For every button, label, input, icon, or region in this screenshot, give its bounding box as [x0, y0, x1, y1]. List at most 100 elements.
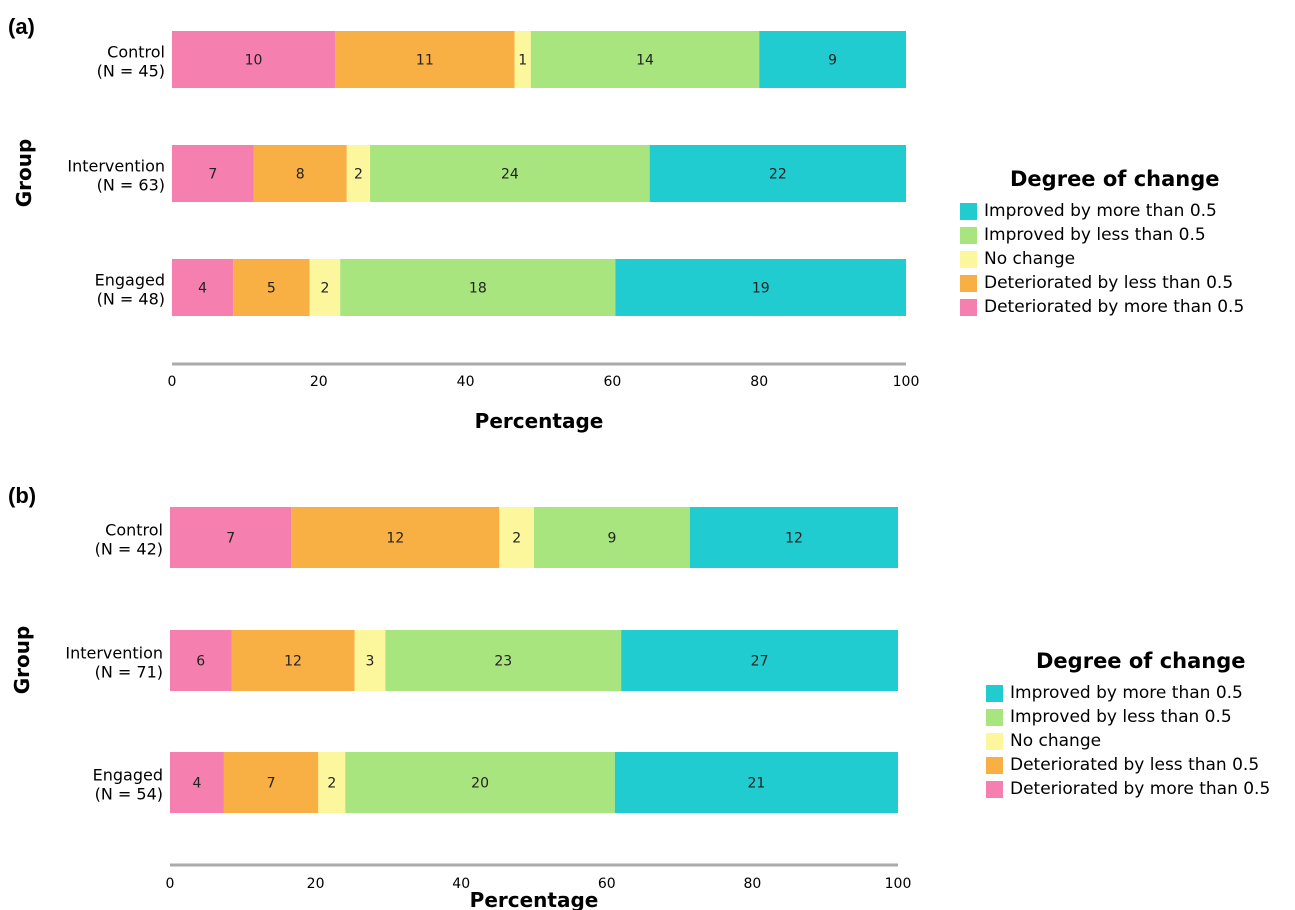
data-label: 9: [608, 531, 617, 547]
legend-label: Improved by less than 0.5: [1010, 707, 1232, 727]
x-tick-label: 40: [452, 876, 470, 892]
data-label: 9: [828, 53, 837, 69]
bar-segment: [231, 630, 355, 691]
data-label: 7: [208, 167, 217, 183]
legend-item: No change: [986, 729, 1270, 753]
legend-label: Deteriorated by less than 0.5: [984, 273, 1234, 293]
bar-segment: [172, 31, 336, 88]
bar-segment: [291, 507, 500, 568]
category-n-label: (N = 63): [97, 176, 165, 195]
legend-label: Improved by more than 0.5: [984, 201, 1217, 221]
legend-swatch: [986, 708, 1003, 726]
x-tick-label: 80: [750, 374, 768, 390]
legend-swatch: [960, 298, 977, 316]
legend-label: No change: [984, 249, 1076, 269]
bar-segment: [170, 630, 232, 691]
data-label: 19: [752, 281, 770, 297]
legend-label: Improved by more than 0.5: [1010, 683, 1243, 703]
data-label: 3: [365, 654, 374, 670]
data-label: 4: [198, 281, 207, 297]
legend-swatch: [986, 684, 1003, 702]
x-axis-title: Percentage: [475, 409, 604, 433]
legend-swatch: [960, 274, 977, 292]
legend-item: Improved by less than 0.5: [960, 223, 1244, 247]
data-label: 2: [354, 167, 363, 183]
legend-swatch: [986, 732, 1003, 750]
legend-item: No change: [960, 247, 1244, 271]
category-label: Engaged: [93, 766, 163, 785]
legend-items: Improved by more than 0.5 Improved by les…: [960, 199, 1244, 319]
data-label: 7: [226, 531, 235, 547]
bar-segment: [499, 507, 534, 568]
data-label: 5: [267, 281, 276, 297]
data-label: 7: [267, 776, 276, 792]
legend-swatch: [960, 250, 977, 268]
data-label: 21: [748, 776, 766, 792]
legend: Degree of change Improved by more than 0…: [960, 167, 1244, 319]
category-label: Intervention: [65, 644, 163, 663]
category-n-label: (N = 71): [95, 663, 163, 682]
x-tick-label: 40: [457, 374, 475, 390]
legend-swatch: [986, 780, 1003, 798]
legend-swatch: [986, 756, 1003, 774]
data-label: 23: [494, 654, 512, 670]
bar-segment: [172, 259, 234, 316]
bar-segment: [530, 31, 760, 88]
legend-title: Degree of change: [1010, 167, 1220, 191]
data-label: 11: [416, 53, 434, 69]
data-label: 12: [386, 531, 404, 547]
bar-segment: [170, 507, 292, 568]
legend-label: Deteriorated by more than 0.5: [1010, 779, 1271, 799]
bar-segment: [172, 145, 254, 202]
data-label: 2: [512, 531, 521, 547]
bar-segment: [170, 752, 224, 813]
legend-swatch: [960, 226, 977, 244]
bar-segment: [370, 145, 650, 202]
bar-segment: [514, 31, 531, 88]
legend-item: Improved by more than 0.5: [986, 681, 1270, 705]
bar-segment: [335, 31, 515, 88]
bar-segment: [346, 145, 371, 202]
x-axis-title: Percentage: [470, 888, 599, 910]
data-label: 8: [296, 167, 305, 183]
x-tick-label: 0: [168, 374, 177, 390]
bar-segment: [340, 259, 616, 316]
data-label: 24: [501, 167, 519, 183]
legend: Degree of change Improved by more than 0…: [986, 649, 1270, 801]
bar-segment: [615, 259, 906, 316]
data-label: 18: [469, 281, 487, 297]
bar-segment: [614, 752, 898, 813]
x-tick-label: 60: [603, 374, 621, 390]
data-label: 12: [284, 654, 302, 670]
data-label: 10: [245, 53, 263, 69]
data-label: 6: [196, 654, 205, 670]
bar-segment: [318, 752, 346, 813]
legend-swatch: [960, 202, 977, 220]
category-label: Intervention: [67, 157, 165, 176]
bar-segment: [759, 31, 906, 88]
bar-segment: [621, 630, 898, 691]
bar-segment: [345, 752, 615, 813]
bar-segment: [309, 259, 341, 316]
legend-item: Deteriorated by less than 0.5: [986, 753, 1270, 777]
category-n-label: (N = 42): [95, 540, 163, 559]
category-label: Control: [107, 43, 165, 62]
bar-segment: [223, 752, 319, 813]
legend-label: No change: [1010, 731, 1102, 751]
legend-label: Deteriorated by more than 0.5: [984, 297, 1245, 317]
bar-segment: [233, 259, 310, 316]
legend-item: Improved by less than 0.5: [986, 705, 1270, 729]
x-tick-label: 100: [885, 876, 912, 892]
data-label: 1: [518, 53, 527, 69]
category-n-label: (N = 45): [97, 62, 165, 81]
legend-item: Deteriorated by more than 0.5: [960, 295, 1244, 319]
data-label: 2: [320, 281, 329, 297]
legend-item: Deteriorated by less than 0.5: [960, 271, 1244, 295]
y-axis-title: Group: [12, 139, 36, 208]
x-tick-label: 20: [310, 374, 328, 390]
panel-label: (a): [8, 14, 35, 39]
category-n-label: (N = 54): [95, 785, 163, 804]
data-label: 22: [769, 167, 787, 183]
y-axis-title: Group: [10, 626, 34, 695]
